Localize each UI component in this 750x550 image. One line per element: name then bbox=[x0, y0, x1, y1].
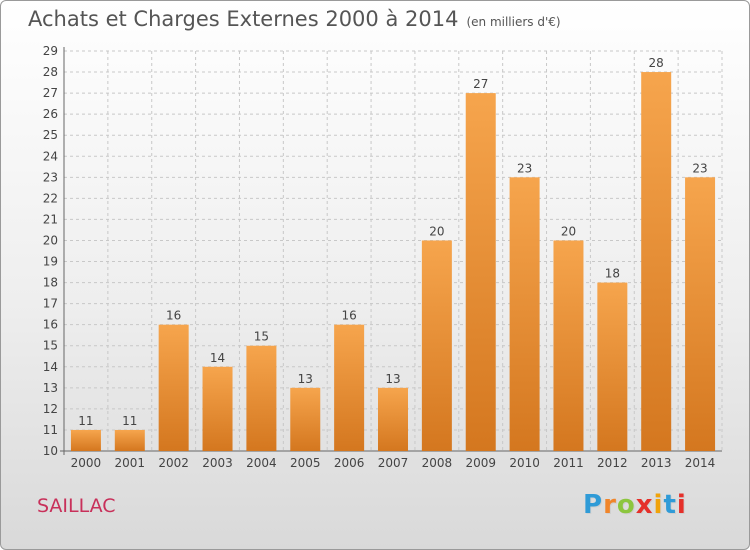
data-label: 20 bbox=[561, 224, 576, 238]
data-label: 11 bbox=[122, 414, 137, 428]
logo-letter: t bbox=[663, 490, 677, 520]
bar bbox=[509, 177, 540, 451]
bars bbox=[70, 72, 716, 452]
x-tick-label: 2004 bbox=[246, 456, 277, 470]
y-tick-label: 21 bbox=[43, 212, 58, 226]
bar bbox=[421, 240, 452, 451]
chart-title: Achats et Charges Externes 2000 à 2014 (e… bbox=[28, 7, 561, 31]
data-label: 23 bbox=[517, 161, 532, 175]
data-label: 16 bbox=[166, 309, 181, 323]
x-tick-label: 2009 bbox=[465, 456, 496, 470]
x-tick-label: 2005 bbox=[290, 456, 321, 470]
bar bbox=[70, 429, 101, 451]
data-label: 13 bbox=[298, 372, 313, 386]
y-tick-label: 24 bbox=[43, 149, 58, 163]
logo-letter: r bbox=[603, 490, 617, 520]
x-tick-label: 2011 bbox=[553, 456, 584, 470]
logo-letter: o bbox=[616, 490, 636, 520]
data-label: 11 bbox=[78, 414, 93, 428]
x-tick-label: 2013 bbox=[641, 456, 672, 470]
chart-unit: (en milliers d'€) bbox=[466, 15, 561, 29]
data-label: 14 bbox=[210, 351, 225, 365]
logo-letter: x bbox=[635, 490, 654, 520]
x-tick-label: 2014 bbox=[685, 456, 716, 470]
x-tick-label: 2012 bbox=[597, 456, 628, 470]
proxiti-logo[interactable]: Proxiti bbox=[583, 490, 687, 520]
bar bbox=[465, 93, 496, 452]
data-label: 18 bbox=[605, 267, 620, 281]
bar bbox=[202, 366, 233, 451]
x-tick-label: 2007 bbox=[378, 456, 409, 470]
chart-title-text: Achats et Charges Externes 2000 à 2014 bbox=[28, 7, 459, 31]
y-tick-label: 28 bbox=[43, 65, 58, 79]
x-tick-label: 2003 bbox=[202, 456, 233, 470]
bar bbox=[114, 429, 145, 451]
y-tick-label: 14 bbox=[43, 360, 58, 374]
y-tick-label: 29 bbox=[43, 44, 58, 58]
bar bbox=[246, 345, 277, 451]
y-tick-label: 15 bbox=[43, 339, 58, 353]
y-tick-label: 20 bbox=[43, 233, 58, 247]
y-tick-label: 19 bbox=[43, 255, 58, 269]
data-label: 23 bbox=[692, 161, 707, 175]
x-tick-label: 2008 bbox=[422, 456, 453, 470]
y-tick-label: 26 bbox=[43, 107, 58, 121]
bar bbox=[553, 240, 584, 451]
y-tick-label: 10 bbox=[43, 444, 58, 458]
logo-letter: P bbox=[583, 490, 604, 520]
bar bbox=[597, 282, 628, 451]
bar bbox=[685, 177, 716, 451]
bar bbox=[641, 72, 672, 451]
bar bbox=[290, 387, 321, 451]
x-tick-label: 2001 bbox=[115, 456, 146, 470]
data-label: 16 bbox=[341, 309, 356, 323]
labels: 10 11 12 13 14 15 16 17 18 19 20 21 22 23 24 25 26 27 28 29… bbox=[43, 44, 716, 470]
y-tick-label: 13 bbox=[43, 381, 58, 395]
y-tick-label: 22 bbox=[43, 191, 58, 205]
y-tick-label: 11 bbox=[43, 423, 58, 437]
bar bbox=[334, 324, 365, 451]
logo-letter: i bbox=[653, 490, 664, 520]
logo-letter: i bbox=[676, 490, 687, 520]
data-label: 15 bbox=[254, 330, 269, 344]
y-tick-label: 17 bbox=[43, 297, 58, 311]
y-tick-label: 25 bbox=[43, 128, 58, 142]
y-tick-label: 23 bbox=[43, 170, 58, 184]
x-tick-label: 2002 bbox=[158, 456, 189, 470]
x-tick-label: 2000 bbox=[71, 456, 102, 470]
city-name: SAILLAC bbox=[37, 495, 116, 517]
y-tick-label: 27 bbox=[43, 86, 58, 100]
data-label: 20 bbox=[429, 224, 444, 238]
data-label: 28 bbox=[649, 56, 664, 70]
y-tick-label: 12 bbox=[43, 402, 58, 416]
y-tick-label: 18 bbox=[43, 276, 58, 290]
bar bbox=[158, 324, 189, 451]
bar bbox=[378, 387, 408, 451]
data-label: 13 bbox=[385, 372, 400, 386]
x-tick-label: 2006 bbox=[334, 456, 365, 470]
y-tick-label: 16 bbox=[43, 318, 58, 332]
data-label: 27 bbox=[473, 77, 488, 91]
x-tick-label: 2010 bbox=[509, 456, 540, 470]
